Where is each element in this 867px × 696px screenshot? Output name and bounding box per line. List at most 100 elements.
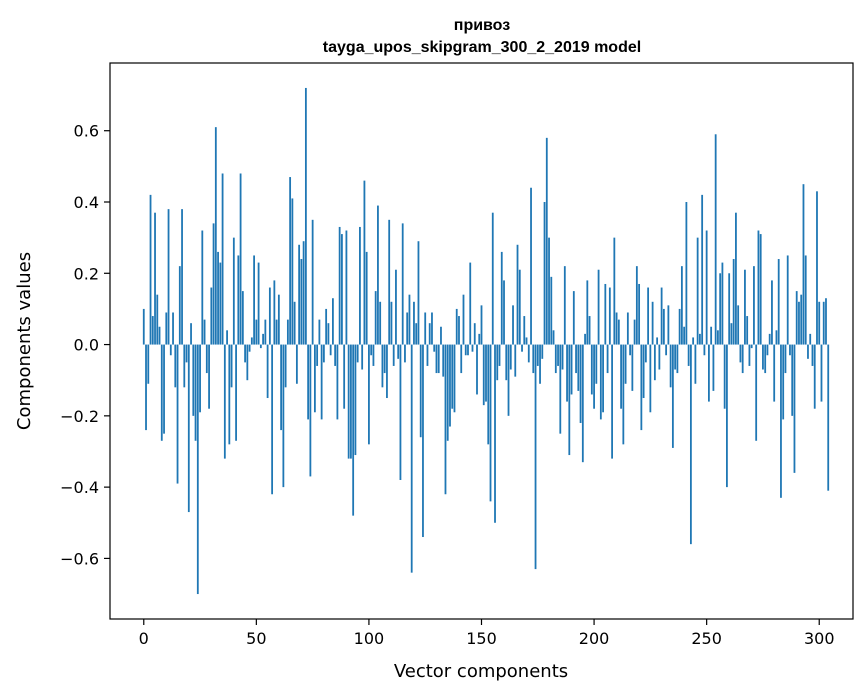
bar-242 — [687, 344, 690, 366]
bar-280 — [773, 344, 776, 402]
bar-34 — [219, 262, 222, 345]
bar-83 — [329, 344, 332, 356]
bar-268 — [746, 316, 749, 345]
bar-220 — [638, 283, 641, 345]
bar-16 — [178, 266, 181, 345]
bar-165 — [514, 344, 517, 377]
bar-269 — [748, 344, 751, 366]
bar-60 — [277, 294, 280, 345]
y-tick-label: −0.6 — [60, 549, 99, 568]
bar-102 — [372, 344, 375, 366]
bar-75 — [311, 219, 314, 345]
bar-303 — [825, 298, 827, 345]
bar-69 — [298, 244, 301, 345]
bar-298 — [813, 344, 816, 409]
bar-229 — [658, 344, 661, 370]
bar-168 — [521, 344, 523, 352]
bar-48 — [250, 337, 253, 345]
bar-134 — [444, 344, 447, 495]
bar-61 — [280, 344, 283, 431]
bar-144 — [467, 344, 469, 356]
bar-283 — [780, 344, 782, 498]
bar-122 — [417, 241, 420, 345]
x-axis-label: Vector components — [394, 661, 568, 682]
bar-123 — [419, 344, 422, 438]
bar-186 — [561, 344, 564, 370]
bar-273 — [757, 230, 760, 345]
bar-0 — [142, 308, 145, 345]
bar-253 — [712, 344, 715, 391]
bar-161 — [505, 344, 508, 381]
bar-50 — [255, 319, 258, 345]
bar-295 — [807, 344, 809, 359]
bar-111 — [392, 344, 395, 366]
bar-2 — [147, 344, 150, 384]
bar-291 — [798, 301, 800, 345]
bar-265 — [739, 344, 742, 363]
bar-264 — [737, 305, 740, 345]
bar-91 — [347, 344, 350, 459]
bar-238 — [678, 308, 681, 345]
bar-3 — [149, 194, 152, 345]
bar-223 — [644, 344, 647, 363]
bar-189 — [568, 344, 571, 456]
bar-164 — [512, 305, 514, 345]
bar-173 — [532, 344, 535, 374]
bar-282 — [777, 259, 780, 345]
y-axis-label: Components values — [14, 252, 35, 430]
bar-188 — [566, 344, 568, 402]
bar-53 — [262, 333, 264, 345]
bar-184 — [557, 344, 559, 366]
bar-181 — [550, 276, 553, 345]
bar-198 — [588, 316, 591, 345]
bar-182 — [552, 330, 555, 345]
bar-201 — [595, 344, 598, 384]
bar-243 — [689, 344, 692, 545]
bar-137 — [451, 344, 454, 409]
bar-246 — [696, 237, 699, 345]
bar-17 — [181, 209, 183, 345]
bar-154 — [489, 344, 492, 502]
bar-166 — [516, 244, 519, 345]
bar-93 — [352, 344, 355, 516]
bar-119 — [410, 344, 413, 573]
bar-136 — [449, 344, 451, 427]
bar-175 — [536, 344, 539, 366]
bar-300 — [818, 301, 821, 345]
bar-64 — [286, 319, 289, 345]
bar-143 — [464, 344, 467, 356]
bar-86 — [336, 344, 339, 420]
bar-240 — [683, 326, 686, 345]
bar-191 — [572, 291, 575, 345]
bar-1 — [145, 344, 147, 431]
bar-215 — [626, 312, 629, 345]
bar-139 — [455, 308, 458, 345]
bar-279 — [771, 280, 773, 345]
bar-162 — [507, 344, 510, 416]
bar-239 — [680, 266, 683, 345]
y-axis-ticks: −0.6 −0.4 −0.2 0.0 0.2 0.4 0.6 — [60, 122, 110, 568]
bar-44 — [241, 291, 244, 345]
bar-172 — [530, 187, 532, 345]
bar-106 — [381, 344, 384, 388]
bar-27 — [203, 319, 206, 345]
bar-28 — [205, 344, 208, 374]
bar-149 — [478, 333, 481, 345]
bar-152 — [485, 344, 487, 402]
bar-19 — [185, 344, 188, 363]
bar-179 — [545, 137, 548, 345]
bar-195 — [581, 344, 584, 463]
bar-140 — [458, 316, 460, 345]
bar-287 — [789, 344, 791, 356]
bar-87 — [338, 226, 341, 345]
bar-185 — [559, 344, 562, 434]
x-tick-label: 150 — [466, 629, 497, 648]
bar-6 — [156, 294, 159, 345]
bar-233 — [667, 305, 670, 345]
bar-108 — [386, 344, 388, 399]
bar-41 — [235, 344, 237, 441]
bar-155 — [491, 212, 494, 345]
bar-5 — [154, 212, 156, 345]
bar-232 — [665, 344, 668, 356]
bar-70 — [300, 259, 303, 345]
